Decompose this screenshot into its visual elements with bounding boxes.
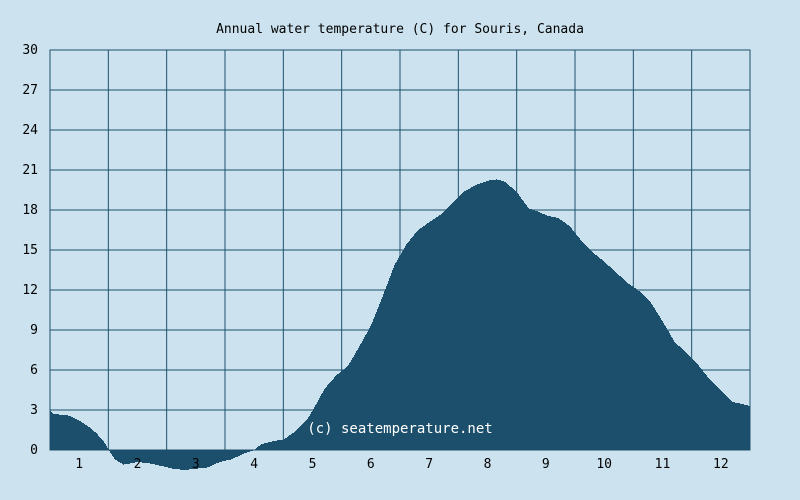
area-series bbox=[50, 179, 750, 470]
x-axis-ticks: 1 2 3 4 5 6 7 8 9 10 11 12 bbox=[75, 457, 728, 472]
x-tick-label: 6 bbox=[367, 457, 375, 472]
x-tick-label: 1 bbox=[75, 457, 83, 472]
y-tick-label: 15 bbox=[22, 243, 38, 258]
x-tick-label: 12 bbox=[713, 457, 729, 472]
x-tick-label: 3 bbox=[192, 457, 200, 472]
plot-frame bbox=[49, 49, 751, 451]
y-tick-label: 21 bbox=[22, 163, 38, 178]
y-axis-ticks: 0 3 6 9 12 15 18 21 24 27 30 bbox=[22, 43, 38, 458]
y-tick-label: 24 bbox=[22, 123, 38, 138]
x-tick-label: 4 bbox=[250, 457, 258, 472]
y-tick-label: 0 bbox=[30, 443, 38, 458]
plot-border bbox=[49, 49, 751, 451]
y-tick-label: 27 bbox=[22, 83, 38, 98]
x-tick-label: 8 bbox=[484, 457, 492, 472]
y-tick-label: 3 bbox=[30, 403, 38, 418]
y-tick-label: 18 bbox=[22, 203, 38, 218]
watermark-text: (c) seatemperature.net bbox=[307, 421, 492, 437]
y-tick-label: 9 bbox=[30, 323, 38, 338]
x-tick-label: 9 bbox=[542, 457, 550, 472]
x-tick-label: 5 bbox=[309, 457, 317, 472]
x-tick-label: 11 bbox=[655, 457, 671, 472]
y-tick-label: 30 bbox=[22, 43, 38, 58]
y-tick-label: 6 bbox=[30, 363, 38, 378]
y-tick-label: 12 bbox=[22, 283, 38, 298]
chart-title: Annual water temperature (C) for Souris,… bbox=[216, 22, 584, 37]
x-tick-label: 2 bbox=[134, 457, 142, 472]
x-tick-label: 10 bbox=[596, 457, 612, 472]
x-tick-label: 7 bbox=[425, 457, 433, 472]
temperature-area bbox=[50, 179, 750, 470]
